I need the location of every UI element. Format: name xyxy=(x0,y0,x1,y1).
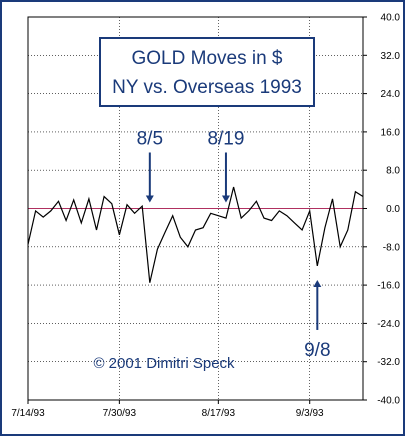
y-tick-label: -24.0 xyxy=(377,319,400,330)
annotation-arrow-head xyxy=(313,279,322,287)
annotation-8-5: 8/5 xyxy=(137,129,163,203)
title-box-border xyxy=(99,37,315,107)
annotation-9-8: 9/8 xyxy=(304,279,331,361)
chart-title: GOLD Moves in $ xyxy=(132,48,283,69)
chart-subtitle: NY vs. Overseas 1993 xyxy=(112,77,302,98)
x-tick-label: 7/30/93 xyxy=(103,408,137,419)
title-box: GOLD Moves in $ NY vs. Overseas 1993 xyxy=(99,37,315,107)
x-tick-label: 8/17/93 xyxy=(202,408,236,419)
y-tick-label: 0.0 xyxy=(386,204,400,215)
annotations: 8/5 8/19 9/8 xyxy=(137,129,331,361)
y-tick-label: -16.0 xyxy=(377,281,400,292)
annotation-arrow-head xyxy=(145,195,154,203)
y-tick-label: 8.0 xyxy=(386,166,400,177)
y-tick-label: -40.0 xyxy=(377,396,400,407)
copyright-credit: © 2001 Dimitri Speck xyxy=(93,355,235,372)
y-tick-label: 40.0 xyxy=(381,13,401,24)
y-axis-ticks: 40.0 32.0 24.0 16.0 8.0 0.0 -8.0 -16.0 -24.0 -32.… xyxy=(363,13,400,407)
annotation-label: 8/5 xyxy=(137,129,163,150)
y-tick-label: 16.0 xyxy=(381,127,401,138)
x-tick-label: 7/14/93 xyxy=(11,408,45,419)
x-tick-label: 9/3/93 xyxy=(296,408,324,419)
y-tick-label: -8.0 xyxy=(383,242,401,253)
y-tick-label: 32.0 xyxy=(381,51,401,62)
y-tick-label: 24.0 xyxy=(381,89,401,100)
y-tick-label: -32.0 xyxy=(377,357,400,368)
annotation-8-19: 8/19 xyxy=(207,129,244,203)
annotation-label: 9/8 xyxy=(304,340,330,361)
annotation-arrow-head xyxy=(221,195,230,203)
x-axis-ticks: 7/14/93 7/30/93 8/17/93 9/3/93 xyxy=(11,400,324,419)
series-line xyxy=(27,186,364,283)
annotation-label: 8/19 xyxy=(207,129,244,150)
